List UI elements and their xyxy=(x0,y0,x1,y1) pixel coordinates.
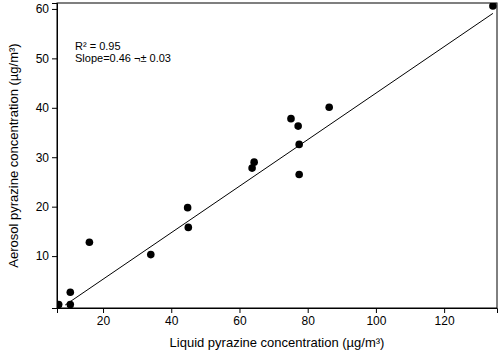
tick-label: 60 xyxy=(36,2,50,16)
tick: 20 xyxy=(97,308,111,328)
tick: 60 xyxy=(36,2,57,16)
tick-mark xyxy=(52,256,57,257)
x-axis-title: Liquid pyrazine concentration (µg/m³) xyxy=(170,335,385,350)
annotation: Slope=0.46 ¬± 0.03 xyxy=(75,52,171,64)
tick-label: 30 xyxy=(36,151,50,165)
axis-line xyxy=(58,309,498,314)
point xyxy=(294,122,302,130)
point xyxy=(147,251,155,259)
annotation: R² = 0.95 xyxy=(75,40,121,52)
tick-label: 100 xyxy=(366,314,386,328)
x-axis: 20 40 60 80 100 120 xyxy=(58,308,498,328)
point xyxy=(184,204,192,212)
tick-label: 20 xyxy=(97,314,111,328)
tick-label: 80 xyxy=(302,314,316,328)
point xyxy=(489,3,497,10)
tick-label: 40 xyxy=(36,101,50,115)
y-axis-title: Aerosol pyrazine concentration (µg/m³) xyxy=(6,43,21,267)
tick: 30 xyxy=(36,151,57,165)
tick-mark xyxy=(103,308,104,313)
chart: 20 40 60 80 100 120 10 20 30 40 50 60 R² = 0.95Slope… xyxy=(0,0,500,357)
tick-mark xyxy=(52,108,57,109)
tick: 120 xyxy=(435,308,455,328)
tick: 40 xyxy=(36,101,57,115)
tick-label: 10 xyxy=(36,249,50,263)
tick: 50 xyxy=(36,52,57,66)
tick: 60 xyxy=(233,308,247,328)
point xyxy=(287,115,295,123)
tick-mark xyxy=(52,58,57,59)
fit-line xyxy=(65,13,493,305)
point xyxy=(325,104,333,112)
point xyxy=(185,224,193,232)
point xyxy=(57,301,63,308)
plot: 20 40 60 80 100 120 10 20 30 40 50 60 R² = 0.95Slope… xyxy=(36,2,498,327)
point xyxy=(67,288,75,296)
tick-label: 50 xyxy=(36,52,50,66)
tick-mark xyxy=(171,308,172,313)
y-axis: 10 20 30 40 50 60 xyxy=(36,2,58,308)
axis-line xyxy=(52,4,58,309)
tick: 100 xyxy=(366,308,386,328)
marks xyxy=(57,3,497,308)
plot-frame xyxy=(57,3,497,308)
point xyxy=(86,238,94,246)
tick: 10 xyxy=(36,249,57,263)
tick: 40 xyxy=(165,308,179,328)
tick-mark xyxy=(52,9,57,10)
point xyxy=(295,171,303,179)
tick-mark xyxy=(239,308,240,313)
tick-mark xyxy=(52,157,57,158)
tick-mark xyxy=(444,308,445,313)
tick-label: 60 xyxy=(233,314,247,328)
tick-mark xyxy=(52,207,57,208)
tick: 80 xyxy=(302,308,316,328)
point xyxy=(250,158,258,166)
tick-mark xyxy=(308,308,309,313)
tick-mark xyxy=(376,308,377,313)
tick-label: 40 xyxy=(165,314,179,328)
tick-label: 120 xyxy=(435,314,455,328)
tick-label: 20 xyxy=(36,200,50,214)
tick: 20 xyxy=(36,200,57,214)
